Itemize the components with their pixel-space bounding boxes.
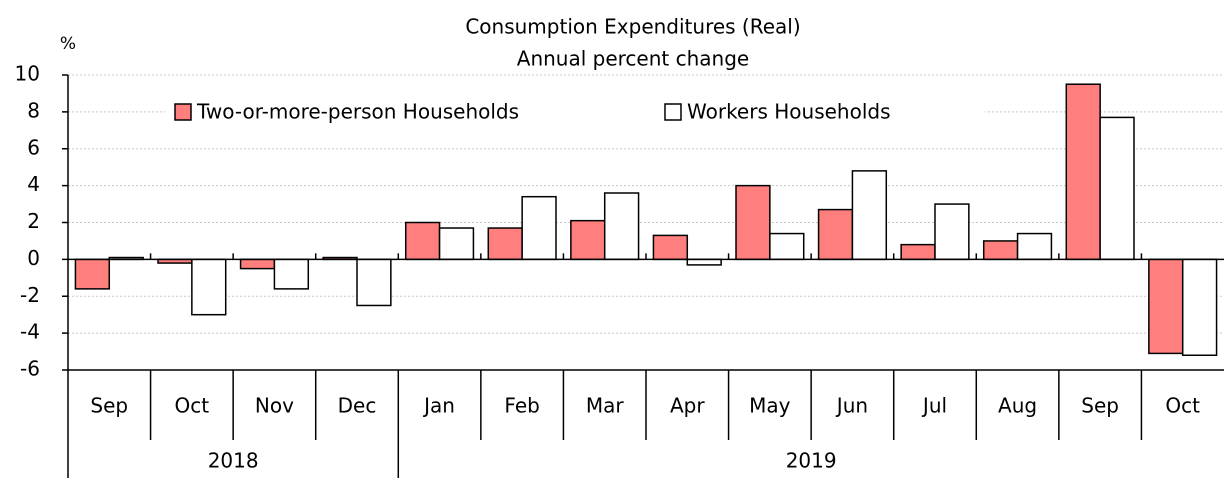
legend-swatch xyxy=(664,103,682,121)
bar xyxy=(769,232,805,261)
y-tick-label: -4 xyxy=(20,320,40,344)
x-tick-label: Jan xyxy=(422,394,455,418)
year-label: 2018 xyxy=(208,449,259,473)
y-tick-label: 6 xyxy=(27,135,40,159)
bar xyxy=(1065,83,1101,261)
bar xyxy=(404,221,441,261)
bar xyxy=(487,227,523,261)
y-tick-label: -6 xyxy=(20,357,40,381)
bar xyxy=(273,258,310,290)
bar xyxy=(982,240,1019,261)
x-tick-label: May xyxy=(749,394,791,418)
y-tick-label: 2 xyxy=(27,209,40,233)
bar xyxy=(1099,116,1135,261)
chart-title: Consumption Expenditures (Real) xyxy=(465,15,800,39)
bar xyxy=(735,184,771,261)
x-tick-label: Sep xyxy=(90,394,128,418)
x-tick-label: Aug xyxy=(998,394,1037,418)
bar xyxy=(900,243,936,261)
bar xyxy=(191,258,227,316)
bar xyxy=(239,258,276,270)
x-tick-label: Oct xyxy=(1165,394,1200,418)
bar xyxy=(817,208,854,261)
bar xyxy=(570,219,606,261)
y-tick-label: 0 xyxy=(27,246,40,270)
x-tick-label: Mar xyxy=(586,394,625,418)
x-tick-label: Dec xyxy=(338,394,377,418)
x-tick-label: Jun xyxy=(835,394,868,418)
y-tick-label: 8 xyxy=(27,98,40,122)
legend-label: Workers Households xyxy=(687,100,891,124)
legend-swatch xyxy=(174,103,192,121)
bar xyxy=(1181,258,1218,356)
bar xyxy=(521,195,557,261)
bar xyxy=(652,234,689,261)
bar xyxy=(74,258,111,290)
bar xyxy=(934,203,970,261)
bar xyxy=(1016,232,1053,261)
bar xyxy=(356,258,392,307)
bar xyxy=(851,170,888,261)
y-tick-label: -2 xyxy=(20,283,40,307)
chart-subtitle: Annual percent change xyxy=(517,47,749,71)
legend xyxy=(165,94,985,130)
bar xyxy=(1148,258,1184,355)
legend-label: Two-or-more-person Households xyxy=(196,100,519,124)
year-label: 2019 xyxy=(786,449,837,473)
x-tick-label: Oct xyxy=(175,394,210,418)
x-tick-label: Sep xyxy=(1081,394,1119,418)
x-tick-label: Nov xyxy=(255,394,294,418)
y-tick-label: 4 xyxy=(27,172,40,196)
bar xyxy=(603,192,640,261)
x-tick-label: Jul xyxy=(921,394,947,418)
x-tick-label: Feb xyxy=(504,394,539,418)
y-unit: % xyxy=(60,34,76,54)
bar xyxy=(686,258,722,266)
y-tick-label: 10 xyxy=(15,62,40,86)
x-tick-label: Apr xyxy=(670,394,705,418)
bar xyxy=(438,227,475,261)
